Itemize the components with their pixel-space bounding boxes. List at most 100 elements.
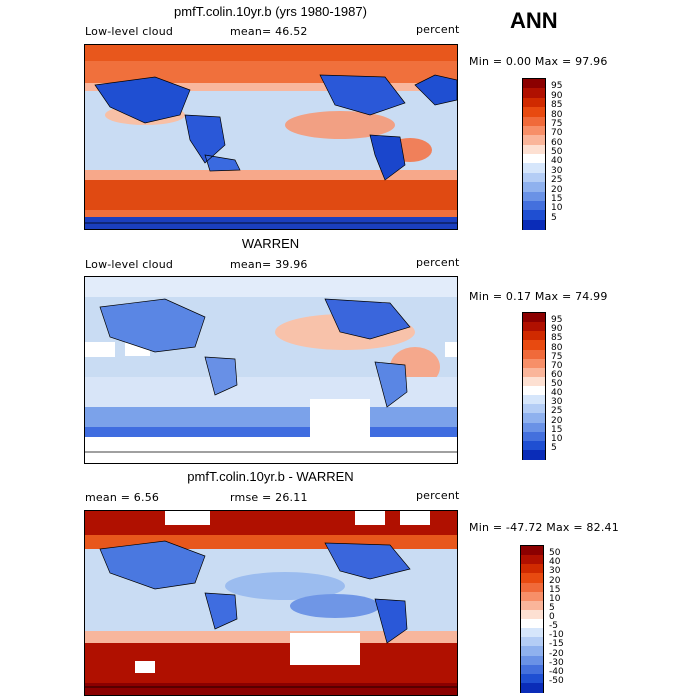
season-label: ANN [510,8,558,33]
colorbar-cell [523,219,545,230]
colorbar-tick-label: 85 [551,100,563,111]
colorbar-cell [523,116,545,127]
colorbar-cell [523,376,545,387]
panel1-colorbar [522,78,546,230]
colorbar-cell [521,646,543,656]
colorbar-cell [523,125,545,136]
panel1-units-label: percent [416,23,460,36]
colorbar-cell [521,600,543,611]
colorbar-cell [523,107,545,117]
panel2-colorbar [522,312,546,460]
colorbar-tick-label: -20 [549,648,564,659]
panel2-minmax: Min = 0.17 Max = 74.99 [469,290,608,303]
colorbar-cell [523,395,545,405]
colorbar-cell [521,582,543,593]
colorbar-tick-label: 5 [549,602,555,613]
colorbar-tick-label: 30 [549,566,561,577]
colorbar-cell [523,191,545,202]
colorbar-cell [521,591,543,602]
colorbar-tick-label: 40 [551,388,563,399]
colorbar-tick-label: 30 [551,397,563,408]
colorbar-tick-label: 40 [551,156,563,167]
colorbar-cell [523,182,545,192]
colorbar-tick-label: 50 [549,548,561,559]
colorbar-tick-label: 15 [551,193,563,204]
colorbar-tick-label: 20 [551,415,563,426]
colorbar-cell [521,682,543,693]
colorbar-cell [523,79,545,89]
colorbar-tick-label: 95 [551,81,563,92]
colorbar-cell [521,546,543,556]
colorbar-tick-label: 20 [551,184,563,195]
colorbar-cell [523,413,545,423]
colorbar-cell [523,367,545,378]
panel2-units-label: percent [416,256,460,269]
colorbar-tick-label: 60 [551,137,563,148]
colorbar-tick-label: 10 [549,593,561,604]
panel3-title: pmfT.colin.10yr.b - WARREN [187,469,354,484]
panel1-left-label: Low-level cloud [85,25,174,38]
panel1-minmax: Min = 0.00 Max = 97.96 [469,55,608,68]
colorbar-cell [523,440,545,451]
panel2-title: WARREN [241,236,300,251]
panel1-map [84,44,458,230]
colorbar-tick-label: 30 [551,165,563,176]
colorbar-tick-label: 25 [551,175,563,186]
colorbar-cell [523,97,545,108]
colorbar-cell [521,564,543,574]
panel3-units-label: percent [416,489,460,502]
colorbar-tick-label: 10 [551,203,563,214]
colorbar-cell [523,449,545,460]
colorbar-tick-label: 70 [551,360,563,371]
panel3-rmse-label: rmse = 26.11 [230,491,308,504]
colorbar-cell [523,386,545,396]
panel1-mean-label: mean= 46.52 [230,25,308,38]
colorbar-cell [521,628,543,638]
colorbar-tick-label: 50 [551,379,563,389]
colorbar-cell [521,609,543,620]
colorbar-tick-label: -30 [549,657,564,668]
colorbar-cell [523,200,545,211]
panel2-map [84,276,458,464]
colorbar-cell [523,144,545,155]
panel3-mean-label: mean = 6.56 [85,491,160,504]
colorbar-tick-label: 70 [551,128,563,139]
colorbar-tick-label: 15 [549,584,561,595]
colorbar-cell [521,619,543,629]
colorbar-tick-label: 50 [551,147,563,157]
panel2-left-label: Low-level cloud [85,258,174,271]
colorbar-cell [523,422,545,433]
colorbar-cell [523,135,545,146]
colorbar-tick-label: 85 [551,333,563,344]
colorbar-tick-label: 10 [551,433,563,444]
panel3-minmax: Min = -47.72 Max = 82.41 [469,521,619,534]
colorbar-tick-label: 90 [551,324,563,335]
colorbar-cell [523,358,545,369]
colorbar-cell [521,637,543,647]
colorbar-tick-label: -5 [549,621,558,632]
colorbar-cell [521,664,543,675]
colorbar-cell [523,154,545,164]
colorbar-tick-label: 80 [551,342,563,353]
colorbar-tick-label: 20 [549,575,561,586]
colorbar-tick-label: 0 [549,612,555,622]
colorbar-tick-label: -15 [549,639,564,650]
colorbar-cell [523,88,545,99]
colorbar-tick-label: 75 [551,118,563,129]
colorbar-cell [523,349,545,360]
colorbar-tick-label: 5 [551,442,557,453]
colorbar-cell [523,431,545,442]
colorbar-tick-label: 90 [551,90,563,101]
colorbar-tick-label: 5 [551,212,557,223]
colorbar-cell [523,210,545,221]
panel3-map [84,510,458,696]
colorbar-cell [523,172,545,183]
colorbar-cell [523,404,545,414]
colorbar-tick-label: -50 [549,675,564,686]
colorbar-tick-label: 75 [551,351,563,362]
colorbar-cell [523,313,545,323]
colorbar-tick-label: 25 [551,406,563,417]
colorbar-cell [523,340,545,350]
colorbar-cell [521,573,543,583]
